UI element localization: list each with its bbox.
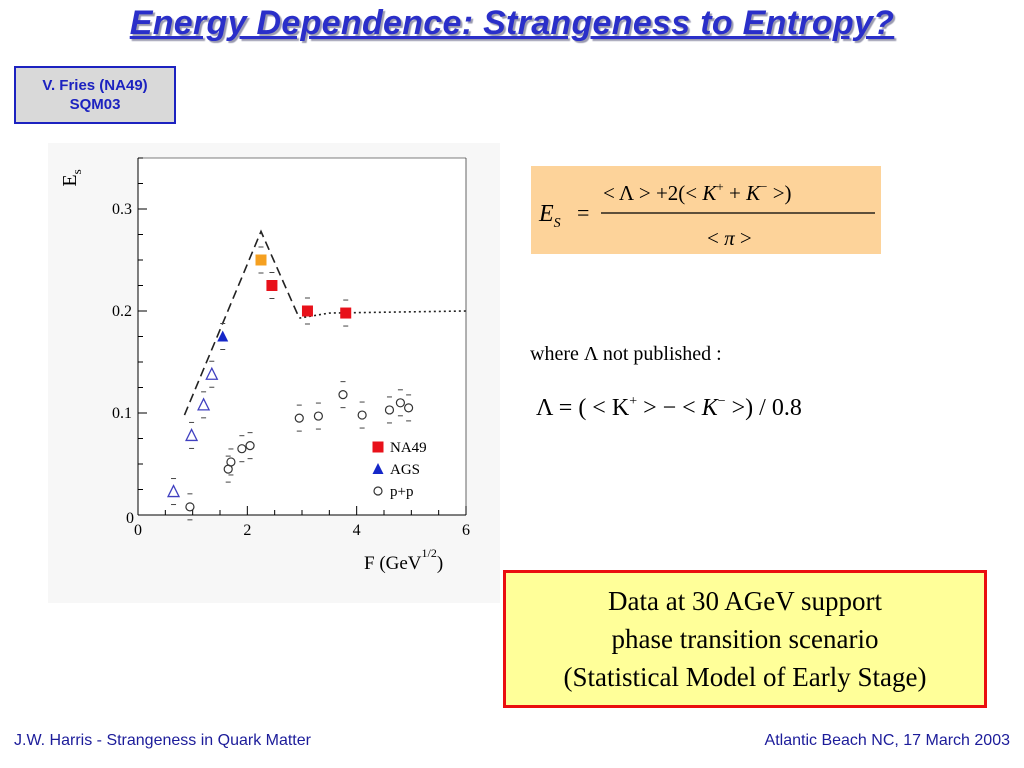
es-vs-f-chart: 0 2 4 6 0.1 0.2 0.3 0 NA49 AGS p+p Es F (GeV1/2)	[59, 157, 470, 574]
legend-label: AGS	[390, 462, 420, 478]
es-equals: =	[577, 200, 589, 225]
es-numerator: < Λ > +2(< K+ + K− >)	[603, 179, 792, 205]
y-tick-label: 0.1	[112, 405, 132, 422]
x-axis-label: F (GeV1/2)	[364, 546, 443, 574]
es-formula-box: ES = < Λ > +2(< K+ + K− >) < π >	[531, 166, 881, 254]
data-point-p-p	[395, 398, 405, 408]
legend-marker-ags	[372, 463, 384, 474]
data-point-na49	[266, 280, 278, 291]
data-point-na49	[301, 305, 313, 317]
x-tick-label: 4	[353, 522, 361, 539]
data-point-series-3	[197, 397, 211, 411]
conclusion-line-2: phase transition scenario	[611, 624, 879, 654]
legend-marker-na49	[372, 441, 384, 453]
slide-title: Energy Dependence: Strangeness to Entrop…	[129, 4, 895, 42]
data-point-series-3	[185, 427, 199, 442]
data-point-p-p	[338, 390, 348, 400]
credit-conference: SQM03	[69, 96, 121, 113]
conclusion-box: Data at 30 AGeV support phase transition…	[503, 570, 987, 708]
y-axis-label: Es	[59, 169, 84, 186]
data-point-p-p	[313, 411, 323, 421]
x-tick-label: 2	[243, 522, 251, 539]
dashed-model-curve	[183, 229, 300, 416]
data-point-p-p	[237, 444, 247, 454]
where-lambda-note: where Λ not published :	[530, 343, 722, 365]
x-tick-label: 6	[462, 522, 470, 539]
legend-marker-p-p	[373, 486, 383, 496]
data-point-p-p	[226, 457, 236, 467]
y-tick-label: 0	[126, 510, 134, 527]
lambda-equation: Λ = ( < K+ > − < K− >) / 0.8	[536, 394, 802, 421]
conclusion-line-3: (Statistical Model of Early Stage)	[563, 662, 927, 692]
data-point-series-3	[205, 366, 219, 380]
data-point-p-p	[384, 405, 395, 415]
chart-marks	[166, 246, 414, 521]
es-denominator: < π >	[707, 226, 752, 250]
data-point-ags	[217, 330, 229, 342]
data-point-p-p	[357, 410, 367, 420]
chart-area: 0 2 4 6 0.1 0.2 0.3 0 NA49 AGS p+p Es F (GeV1/2)	[48, 143, 500, 603]
chart-axes: 0 2 4 6 0.1 0.2 0.3 0	[112, 157, 470, 539]
data-point-series-1	[255, 254, 267, 266]
data-point-p-p	[185, 502, 195, 512]
data-point-series-3	[166, 484, 181, 498]
es-formula: ES = < Λ > +2(< K+ + K− >) < π >	[538, 179, 875, 250]
legend-label: NA49	[390, 440, 427, 456]
es-lhs: ES	[538, 201, 561, 231]
credit-author: V. Fries (NA49)	[42, 77, 148, 94]
legend-label: p+p	[390, 484, 413, 500]
credit-box: V. Fries (NA49) SQM03	[14, 66, 176, 124]
chart-legend: NA49 AGS p+p	[372, 440, 427, 500]
y-tick-label: 0.3	[112, 201, 132, 218]
conclusion-line-1: Data at 30 AGeV support	[608, 586, 882, 616]
footer-author: J.W. Harris - Strangeness in Quark Matte…	[14, 732, 311, 749]
plot-background	[138, 158, 466, 515]
data-point-p-p	[294, 413, 304, 423]
y-tick-label: 0.2	[112, 303, 132, 320]
lambda-formula: Λ = ( < K+ > − < K− >) / 0.8	[536, 394, 802, 421]
data-point-p-p	[404, 403, 414, 413]
data-point-na49	[340, 307, 352, 319]
data-point-p-p	[245, 441, 255, 451]
footer-venue-date: Atlantic Beach NC, 17 March 2003	[764, 732, 1010, 749]
x-tick-label: 0	[134, 522, 142, 539]
